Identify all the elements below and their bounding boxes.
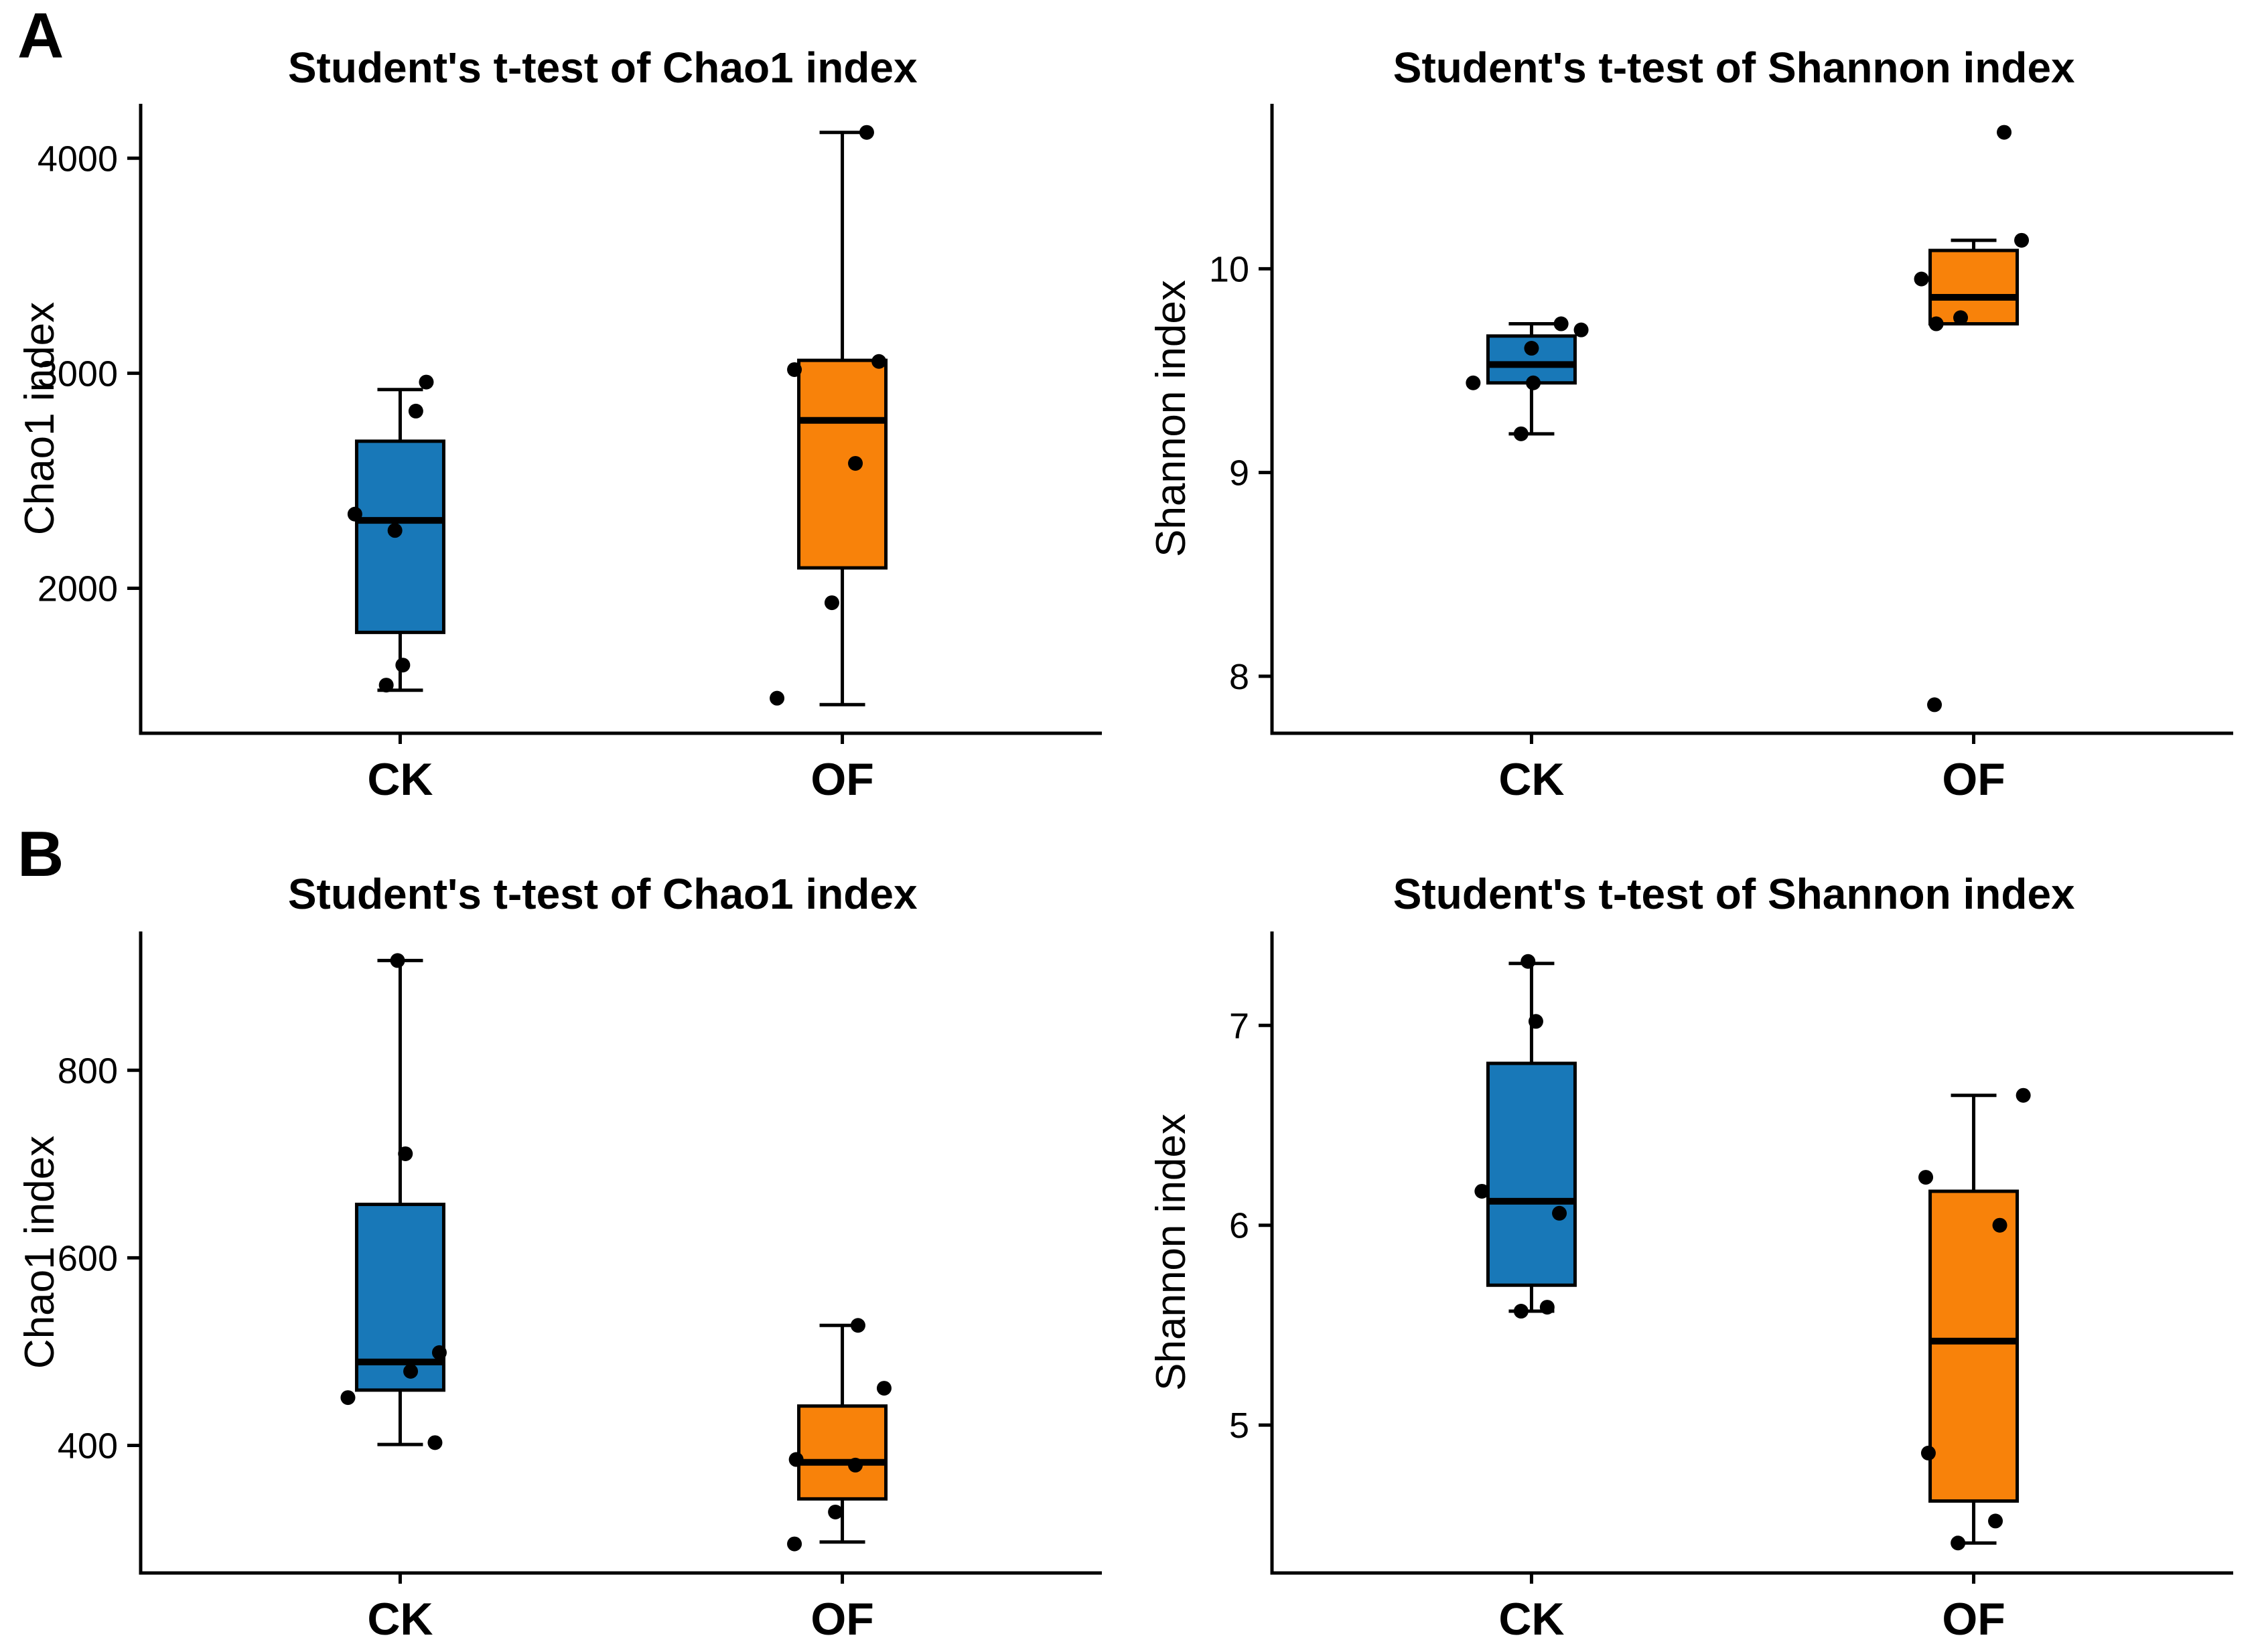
data-point-OF [1951, 1535, 1966, 1551]
y-tick-label: 10 [1209, 249, 1249, 289]
box-OF [797, 1404, 888, 1501]
data-point-CK [408, 403, 423, 419]
group-label-CK: CK [1498, 754, 1564, 805]
group-label-OF: OF [1942, 1594, 2005, 1645]
data-point-CK [1466, 375, 1481, 390]
data-point-OF [828, 1504, 843, 1519]
data-point-CK [431, 1345, 447, 1360]
data-point-OF [850, 1318, 865, 1333]
box-OF [1928, 1189, 2020, 1503]
y-tick-label: 8 [1229, 657, 1249, 697]
y-axis-label: Chao1 index [17, 302, 63, 535]
chart-title-a-chao1: Student's t-test of Chao1 index [287, 44, 918, 92]
data-point-OF [1920, 1445, 1936, 1460]
box-OF [1928, 248, 2020, 326]
data-point-OF [2014, 232, 2030, 248]
y-axis-label: Shannon index [1148, 1114, 1194, 1391]
box-CK [354, 439, 445, 634]
chart-title-b-chao1: Student's t-test of Chao1 index [287, 870, 918, 918]
boxplot-svg-b-shannon: 5 6 7 Shannon index CK OF [1148, 931, 2233, 1645]
group-label-OF: OF [1942, 754, 2005, 805]
data-point-OF [859, 125, 874, 140]
data-point-CK [347, 506, 362, 522]
chart-b-shannon: Student's t-test of Shannon index 5 6 7 Sha… [1131, 826, 2262, 1652]
data-point-OF [1988, 1513, 2003, 1529]
data-point-OF [1928, 316, 1944, 331]
y-tick-label: 6 [1229, 1206, 1249, 1246]
data-point-CK [1553, 316, 1569, 331]
panel-label-b: B [17, 818, 64, 890]
data-point-OF [871, 354, 887, 369]
y-axis-label: Shannon index [1148, 280, 1194, 557]
data-point-OF [1914, 271, 1929, 287]
data-point-OF [1997, 125, 2012, 140]
y-tick-label: 7 [1229, 1006, 1249, 1046]
y-tick-label: 400 [58, 1426, 118, 1467]
group-label-OF: OF [810, 754, 873, 805]
data-point-CK [398, 1146, 413, 1161]
y-tick-label: 5 [1229, 1406, 1249, 1446]
data-point-CK [1526, 375, 1541, 390]
boxplot-svg-a-shannon: 8 9 10 Shannon index CK OF [1148, 104, 2233, 805]
data-point-OF [1927, 697, 1942, 712]
data-point-CK [378, 678, 394, 693]
y-tick-label: 3000 [38, 354, 118, 394]
group-label-OF: OF [810, 1594, 873, 1645]
box-OF [797, 358, 888, 570]
data-point-CK [395, 658, 411, 673]
data-point-CK [1513, 1304, 1529, 1319]
y-tick-label: 9 [1229, 453, 1249, 494]
chart-b-chao1: Student's t-test of Chao1 index 400 600 80… [0, 826, 1131, 1652]
data-point-CK [1474, 1183, 1490, 1199]
y-tick-label: 4000 [38, 139, 118, 179]
data-point-CK [1513, 426, 1529, 441]
data-point-OF [788, 1452, 804, 1467]
y-tick-label: 800 [58, 1051, 118, 1091]
data-point-CK [1573, 322, 1589, 337]
boxplot-svg-b-chao1: 400 600 800 Chao1 index CK OF [17, 931, 1102, 1645]
group-label-CK: CK [367, 754, 433, 805]
data-point-CK [390, 953, 405, 968]
chart-title-b-shannon: Student's t-test of Shannon index [1393, 870, 2075, 918]
chart-a-chao1: Student's t-test of Chao1 index 2000 3000… [0, 0, 1131, 826]
y-tick-label: 2000 [38, 569, 118, 609]
data-point-OF [1918, 1170, 1934, 1185]
data-point-OF [876, 1381, 892, 1396]
boxplot-svg-a-chao1: 2000 3000 4000 Chao1 index CK OF [17, 104, 1102, 805]
data-point-OF [848, 455, 863, 471]
y-axis-label: Chao1 index [17, 1136, 63, 1369]
data-point-CK [1528, 1014, 1543, 1029]
data-point-OF [787, 362, 802, 377]
chart-a-shannon: Student's t-test of Shannon index 8 9 10 Sh… [1131, 0, 2262, 826]
data-point-CK [419, 374, 434, 390]
data-point-OF [770, 690, 785, 706]
data-point-CK [1521, 954, 1536, 969]
panel-label-a: A [17, 0, 64, 72]
data-point-OF [2016, 1087, 2031, 1103]
data-point-CK [1524, 341, 1539, 356]
data-point-CK [340, 1390, 356, 1406]
group-label-CK: CK [1498, 1594, 1564, 1645]
data-point-OF [1992, 1217, 2007, 1233]
group-label-CK: CK [367, 1594, 433, 1645]
data-point-OF [848, 1457, 863, 1473]
data-point-CK [387, 523, 403, 538]
data-point-OF [1953, 310, 1969, 325]
chart-title-a-shannon: Student's t-test of Shannon index [1393, 44, 2075, 92]
data-point-CK [1539, 1300, 1555, 1315]
box-CK [1486, 1061, 1577, 1287]
y-tick-label: 600 [58, 1238, 118, 1278]
data-point-CK [1552, 1205, 1567, 1221]
data-point-OF [787, 1536, 802, 1552]
data-point-CK [403, 1363, 419, 1379]
data-point-CK [427, 1435, 443, 1450]
data-point-OF [824, 595, 839, 611]
